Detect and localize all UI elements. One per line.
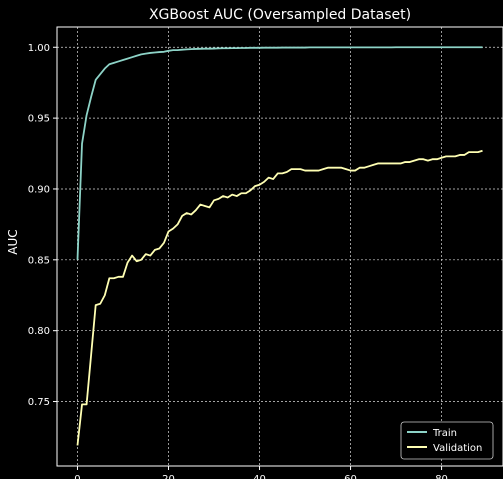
y-tick-label: 0.80 xyxy=(28,326,50,337)
y-tick-label: 0.95 xyxy=(28,114,50,125)
x-tick-label: 60 xyxy=(344,474,357,479)
legend: Train Validation xyxy=(400,421,494,460)
grid-lines xyxy=(57,27,503,466)
chart-title: XGBoost AUC (Oversampled Dataset) xyxy=(149,7,411,23)
x-tick-label: 20 xyxy=(162,474,175,479)
x-tick-label: 40 xyxy=(253,474,266,479)
series-lines xyxy=(76,46,483,446)
series-line-validation xyxy=(76,149,483,446)
x-tick-label: 80 xyxy=(435,474,448,479)
y-axis-title: AUC xyxy=(6,229,20,254)
series-line-train xyxy=(76,46,483,260)
axis-ticks: 0 20 40 60 80 0.75 0.80 0.85 0.90 0.95 1.00 xyxy=(28,43,448,479)
x-tick-label: 0 xyxy=(74,474,80,479)
y-tick-label: 0.75 xyxy=(28,397,50,408)
y-tick-label: 0.90 xyxy=(28,184,50,195)
plot-frame xyxy=(56,26,503,467)
y-tick-label: 1.00 xyxy=(28,43,50,54)
legend-label-validation: Validation xyxy=(433,443,482,454)
y-tick-label: 0.85 xyxy=(28,255,50,266)
legend-label-train: Train xyxy=(432,428,457,439)
